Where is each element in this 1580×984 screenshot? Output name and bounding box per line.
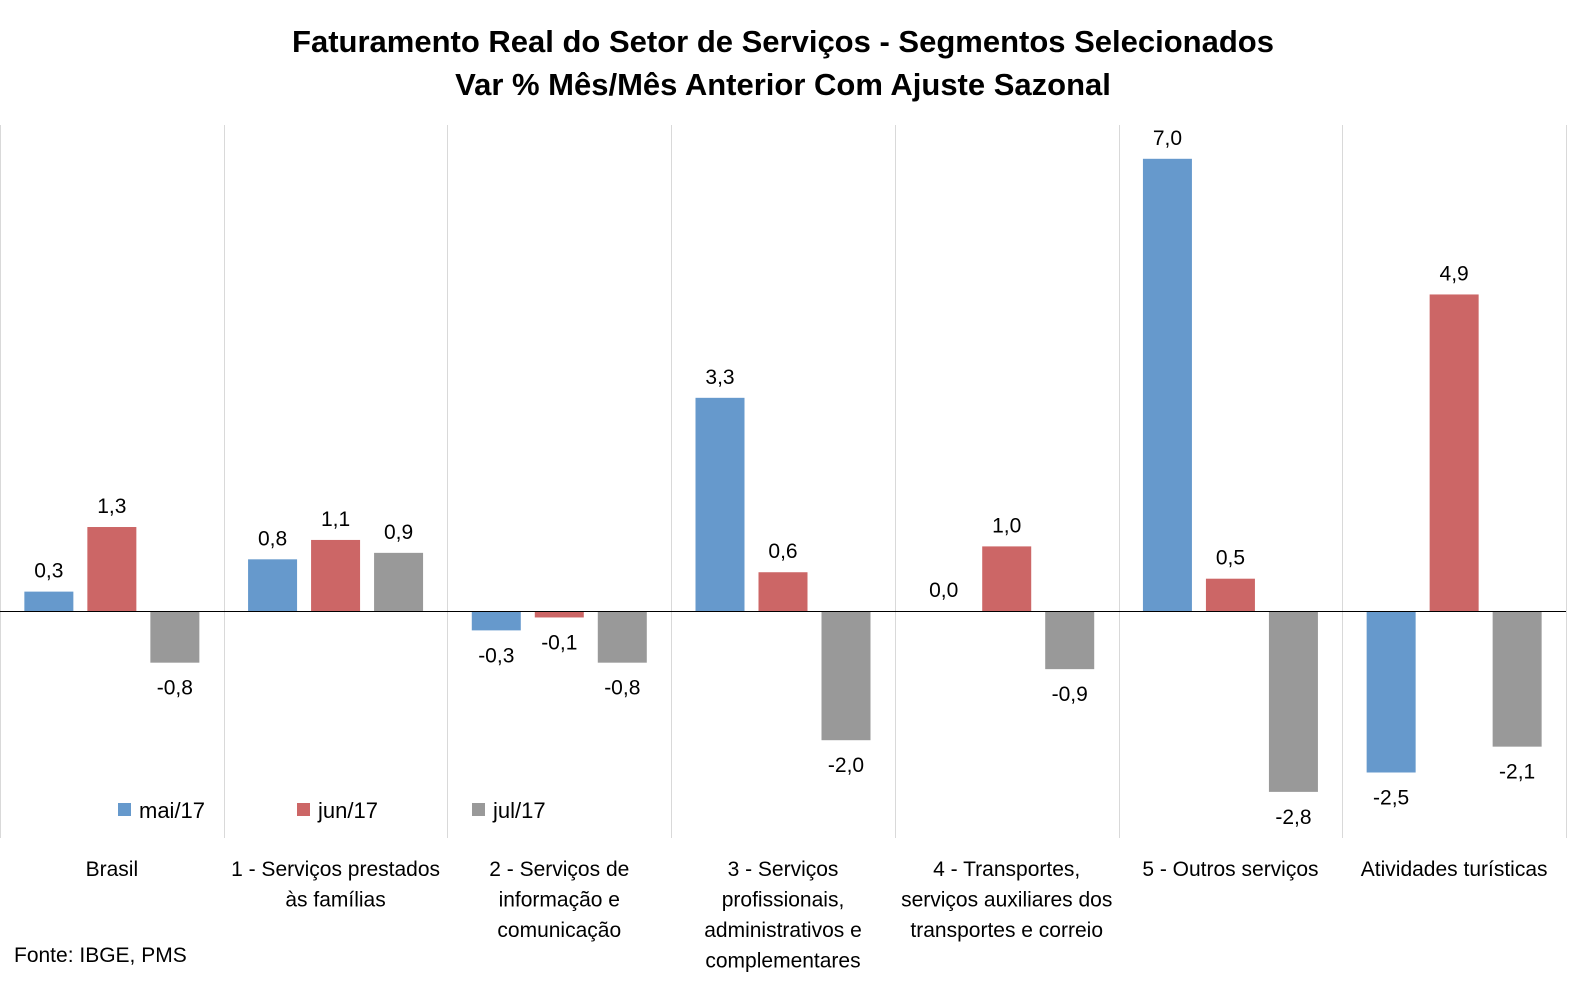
data-label: -2,8: [1275, 806, 1311, 829]
category-label: às famílias: [285, 889, 385, 912]
legend-swatch: [297, 803, 310, 816]
data-label: -0,8: [157, 677, 193, 700]
legend-entry: jul/17: [492, 798, 546, 823]
bar-jul-17: [374, 552, 424, 611]
data-label: 0,0: [929, 579, 958, 602]
data-label: -0,1: [541, 631, 577, 654]
category-label: informação e: [499, 889, 620, 912]
data-label: 0,6: [768, 540, 797, 563]
bar-mai-17: [471, 611, 521, 631]
bar-jul-17: [1268, 611, 1318, 792]
bar-jun-17: [311, 539, 361, 611]
bar-jun-17: [534, 611, 584, 618]
bar-jul-17: [821, 611, 871, 741]
chart-subtitle: Var % Mês/Mês Anterior Com Ajuste Sazona…: [455, 67, 1111, 102]
category-label: complementares: [705, 950, 860, 973]
bar-mai-17: [24, 591, 74, 611]
data-label: -0,9: [1052, 683, 1088, 706]
category-label: Brasil: [86, 858, 139, 881]
bar-jun-17: [982, 546, 1032, 611]
data-label: 1,0: [992, 514, 1021, 537]
category-label: comunicação: [497, 919, 621, 942]
category-label: Atividades turísticas: [1361, 858, 1548, 881]
category-label: 5 - Outros serviços: [1142, 858, 1318, 881]
chart-title: Faturamento Real do Setor de Serviços - …: [292, 24, 1274, 59]
bar-jun-17: [758, 572, 808, 611]
bar-jul-17: [1492, 611, 1542, 747]
bar-jul-17: [150, 611, 200, 663]
bar-jul-17: [1045, 611, 1095, 670]
category-label: administrativos e: [704, 919, 862, 942]
legend-entry: mai/17: [139, 798, 205, 823]
bar-mai-17: [695, 397, 745, 611]
legend: mai/17 jun/17 jul/17: [118, 798, 546, 823]
legend-swatch: [472, 803, 485, 816]
bar-mai-17: [1142, 158, 1192, 612]
data-label: 7,0: [1153, 127, 1182, 150]
legend-entry: jun/17: [317, 798, 378, 823]
bar-jun-17: [87, 527, 137, 611]
bar-jun-17: [1205, 578, 1255, 611]
category-label: 3 - Serviços: [728, 858, 839, 881]
data-label: -2,5: [1373, 787, 1409, 810]
data-label: 3,3: [705, 366, 734, 389]
data-label: 1,1: [321, 508, 350, 531]
data-label: -2,1: [1499, 761, 1535, 784]
data-label: 4,9: [1440, 262, 1469, 285]
bar-mai-17: [1366, 611, 1416, 773]
category-label: serviços auxiliares dos: [901, 889, 1112, 912]
data-label: -2,0: [828, 754, 864, 777]
bar-jul-17: [597, 611, 647, 663]
data-label: -0,3: [478, 644, 514, 667]
category-label: 1 - Serviços prestados: [231, 858, 440, 881]
data-label: 0,5: [1216, 547, 1245, 570]
source-note: Fonte: IBGE, PMS: [14, 944, 187, 967]
legend-swatch: [118, 803, 131, 816]
data-label: 0,9: [384, 521, 413, 544]
plot-area: 0,3 0,8 -0,3 3,3 0,0 7,0 -2,5 1,3 1,1 -0,1 0,6 1,0 0…: [0, 125, 1567, 973]
data-label: 1,3: [97, 495, 126, 518]
category-label: transportes e correio: [910, 919, 1103, 942]
data-label: 0,3: [34, 560, 63, 583]
category-label: 4 - Transportes,: [933, 858, 1080, 881]
data-label: 0,8: [258, 527, 287, 550]
category-label: 2 - Serviços de: [489, 858, 629, 881]
data-label: -0,8: [604, 677, 640, 700]
category-label: profissionais,: [722, 889, 845, 912]
bar-mai-17: [248, 559, 298, 611]
bar-jun-17: [1429, 294, 1479, 611]
